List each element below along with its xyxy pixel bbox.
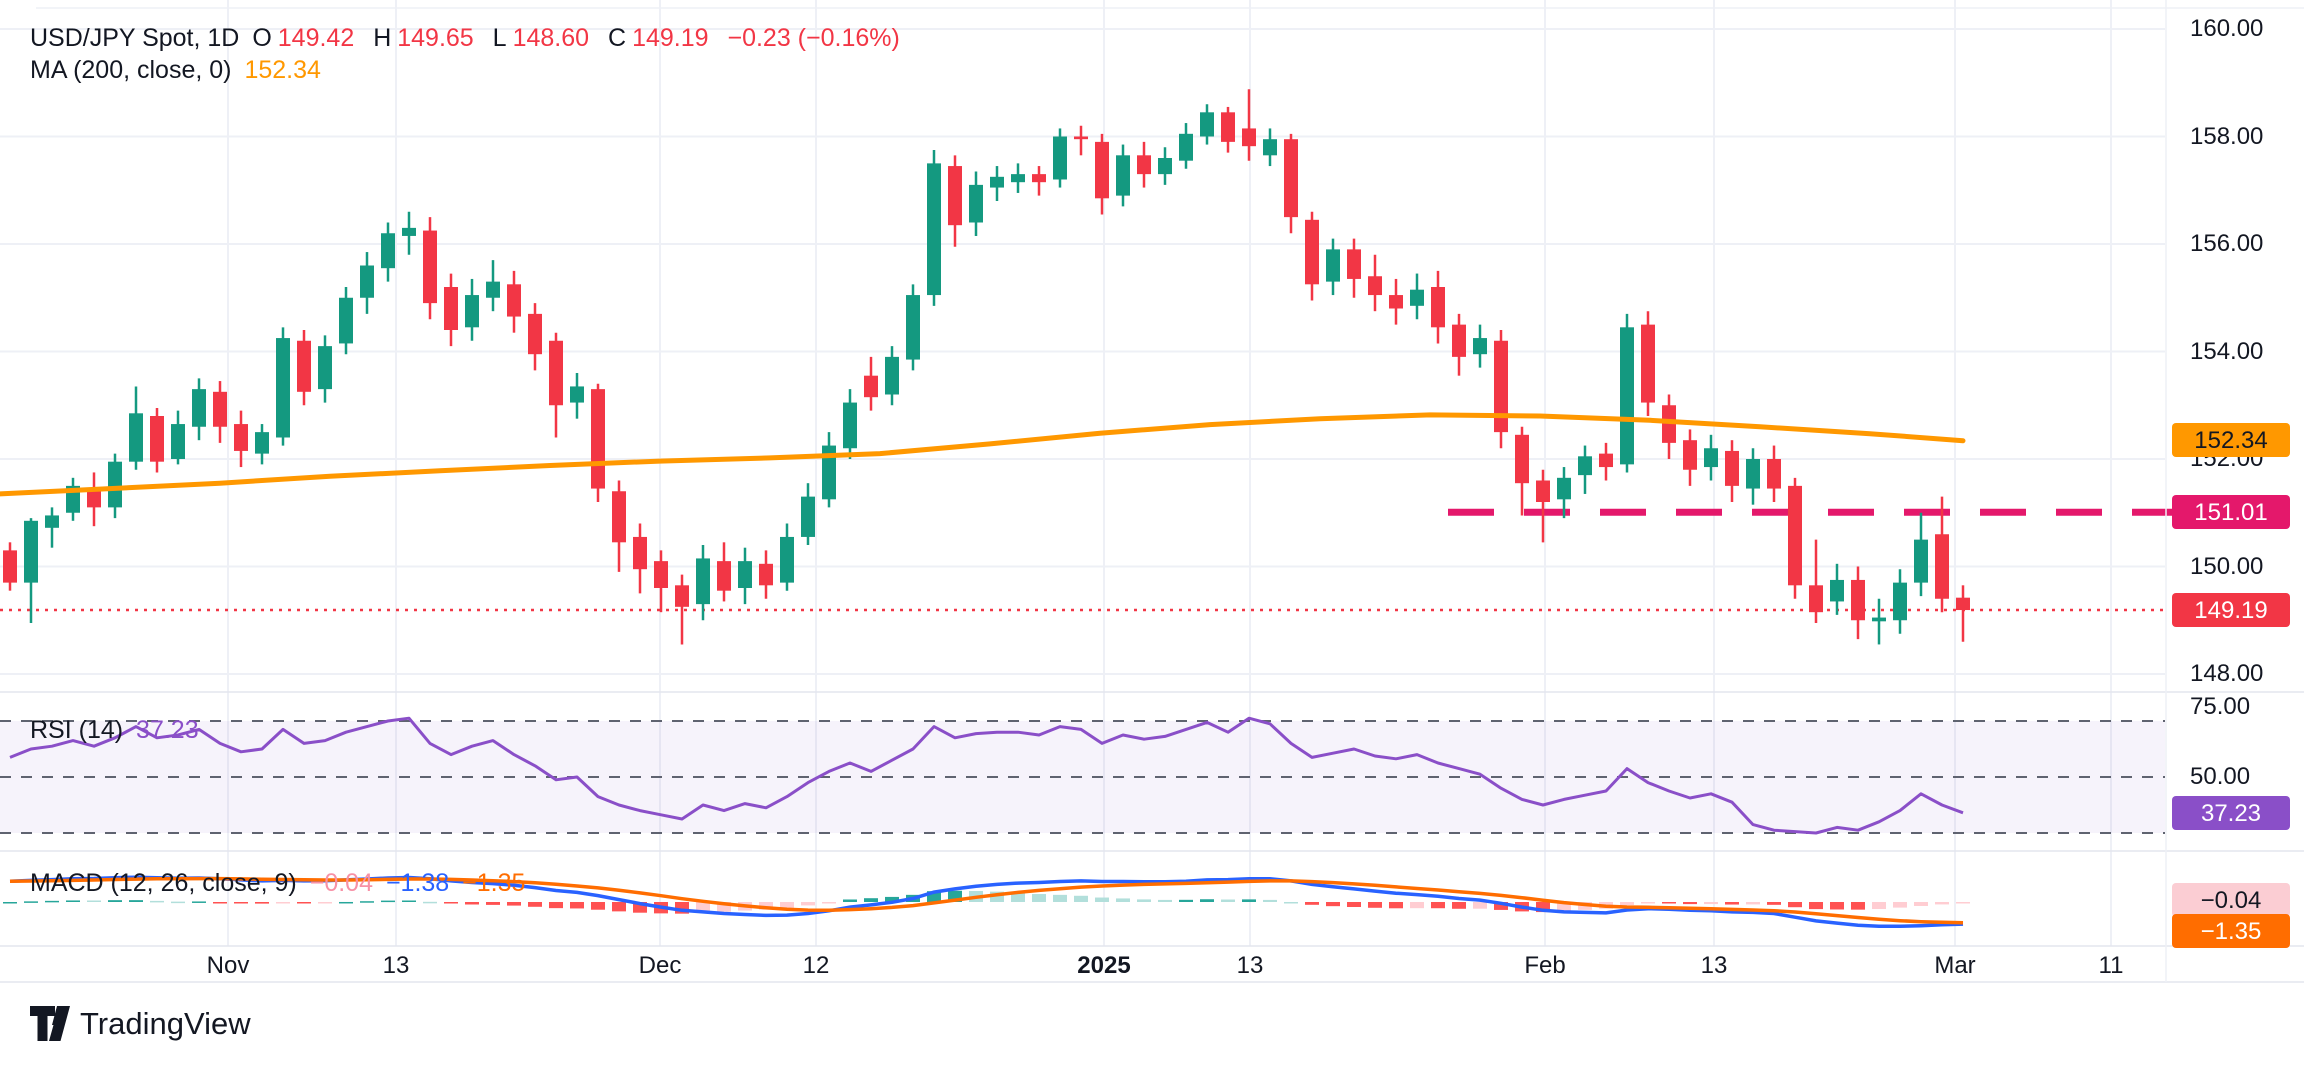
macd-signal-badge: −1.35 (2172, 914, 2290, 948)
price-tick-150.00: 150.00 (2190, 552, 2264, 580)
price-change: −0.23 (−0.16%) (727, 24, 900, 52)
time-tick-12: 12 (802, 952, 830, 979)
symbol-title[interactable]: USD/JPY Spot, 1D (30, 24, 240, 52)
time-tick-Mar: Mar (1934, 952, 1976, 979)
ma-label[interactable]: MA (200, close, 0) (30, 56, 232, 84)
ma-price-badge: 152.34 (2172, 423, 2290, 457)
time-tick-Feb: Feb (1524, 952, 1566, 979)
macd-label[interactable]: MACD (12, 26, close, 9) (30, 869, 297, 897)
rsi-value-badge: 37.23 (2172, 796, 2290, 830)
rsi-tick-75.00: 75.00 (2190, 693, 2251, 720)
time-tick-Dec: Dec (638, 952, 682, 979)
ma-legend-row[interactable]: MA (200, close, 0) 152.34 (30, 56, 327, 85)
macd-line-value: −1.38 (385, 869, 450, 897)
time-tick-Nov: Nov (206, 952, 250, 979)
price-tick-160.00: 160.00 (2190, 15, 2264, 42)
ohlc-close: C 149.19 (608, 24, 709, 52)
macd-signal-value: −1.35 (462, 869, 526, 897)
price-tick-154.00: 154.00 (2190, 337, 2264, 365)
time-tick-11: 11 (2098, 952, 2124, 979)
tradingview-branding[interactable]: TradingView (30, 1006, 251, 1042)
tradingview-logo-icon (30, 1006, 70, 1041)
time-tick-13: 13 (382, 952, 410, 979)
rsi-legend-row[interactable]: RSI (14) 37.23 (30, 716, 205, 745)
ohlc-high: H 149.65 (373, 24, 474, 52)
macd-hist-badge: −0.04 (2172, 883, 2290, 917)
symbol-legend-row[interactable]: USD/JPY Spot, 1D O 149.42 H 149.65 L 148.60… (30, 24, 906, 53)
tradingview-brand-text: TradingView (80, 1006, 251, 1041)
rsi-tick-50.00: 50.00 (2190, 763, 2251, 790)
ohlc-low: L 148.60 (492, 24, 590, 52)
price-tick-158.00: 158.00 (2190, 122, 2264, 150)
ma-value: 152.34 (244, 56, 321, 84)
macd-hist-value: −0.04 (309, 869, 373, 897)
level-price-badge: 151.01 (2172, 495, 2290, 529)
rsi-label[interactable]: RSI (14) (30, 716, 124, 744)
rsi-value: 37.23 (136, 716, 199, 744)
time-tick-13: 13 (1236, 952, 1264, 979)
time-tick-2025: 2025 (1077, 952, 1131, 979)
time-tick-13: 13 (1700, 952, 1728, 979)
ohlc-open: O 149.42 (252, 24, 355, 52)
macd-legend-row[interactable]: MACD (12, 26, close, 9) −0.04 −1.38 −1.3… (30, 869, 531, 898)
last-price-badge: 149.19 (2172, 593, 2290, 627)
price-tick-148.00: 148.00 (2190, 660, 2264, 687)
price-tick-156.00: 156.00 (2190, 230, 2264, 257)
